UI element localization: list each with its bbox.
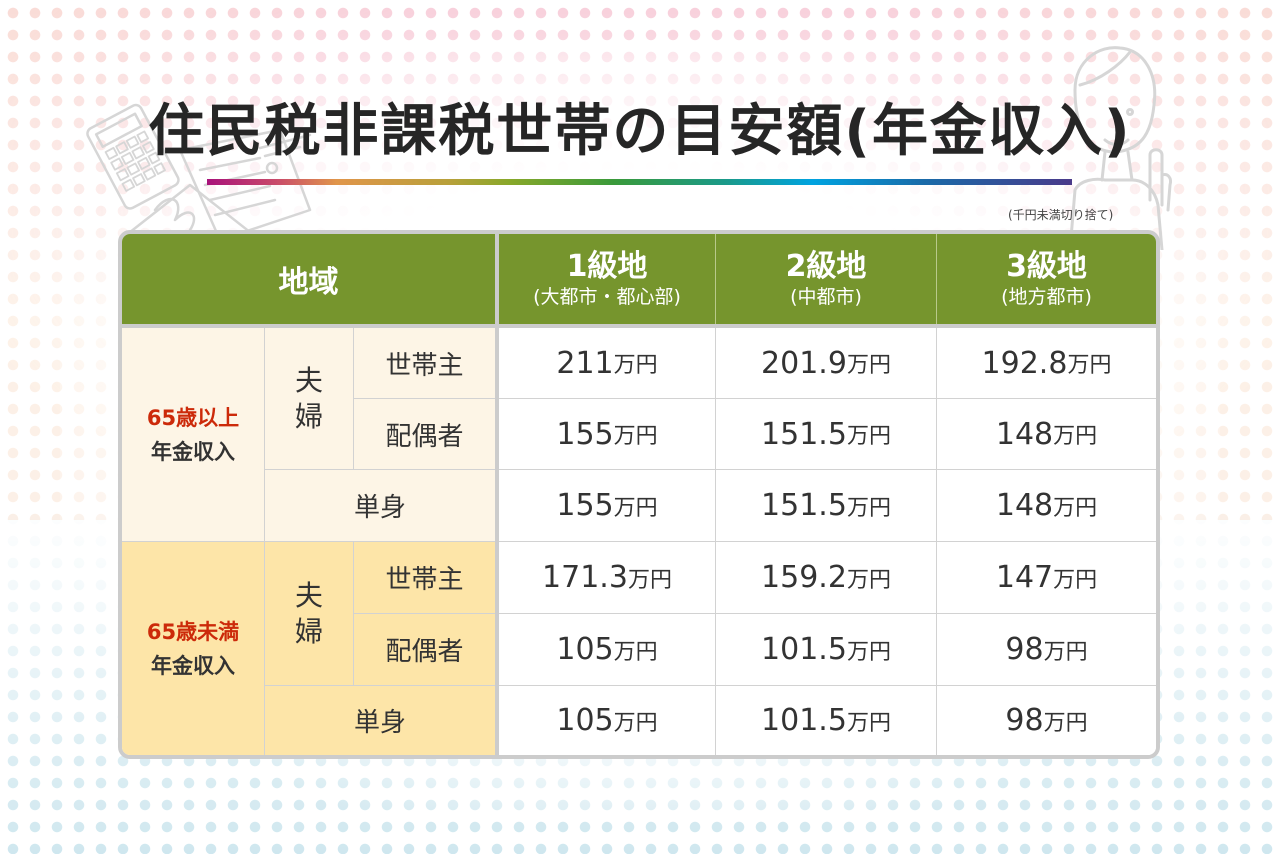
age-label: 65歳以上 [146,405,240,430]
value-unit: 万円 [613,495,658,521]
value-unit: 万円 [846,353,891,378]
value-cell: 201.9 万円 [715,328,936,398]
value-number: 151.5 [761,416,847,452]
value-cell: 159.2 万円 [715,541,936,613]
age-label: 65歳未満 [146,619,240,644]
value-unit: 万円 [1043,710,1088,736]
value-cell: 105 万円 [499,613,715,685]
couple-label: 夫 婦 [264,328,353,469]
row-label-single: 単身 [264,469,495,541]
value-unit: 万円 [627,567,672,593]
value-number: 98 [1005,703,1044,738]
group-65-plus-label: 65歳以上 年金収入 [122,328,264,541]
value-number: 105 [556,632,614,667]
value-cell: 101.5 万円 [715,613,936,685]
grade-3-sublabel: (地方都市) [1001,286,1092,308]
value-cell: 98 万円 [936,613,1156,685]
value-unit: 万円 [613,710,658,736]
row-label-spouse: 配偶者 [353,613,495,685]
title-underline-gradient [207,179,1072,185]
couple-label-char-2: 婦 [294,614,323,648]
header-region: 地域 [122,234,495,324]
value-number: 148 [995,488,1054,523]
value-cell: 192.8 万円 [936,328,1156,398]
rounding-note: (千円未満切り捨て) [1008,208,1114,222]
value-number: 101.5 [761,703,847,738]
couple-label-char-1: 夫 [294,578,323,612]
grade-1-sublabel: (大都市・都心部) [533,286,681,308]
value-cell: 211 万円 [499,328,715,398]
value-unit: 万円 [613,353,658,378]
header-grade-3: 3級地 (地方都市) [936,234,1156,324]
value-number: 159.2 [761,560,847,595]
income-type-label: 年金収入 [151,653,235,678]
value-unit: 万円 [846,710,891,736]
value-cell: 148 万円 [936,469,1156,541]
row-label-single: 単身 [264,685,495,755]
value-unit: 万円 [1053,424,1098,449]
value-cell: 151.5 万円 [715,469,936,541]
value-unit: 万円 [1053,567,1098,593]
row-label-head-of-household: 世帯主 [353,541,495,613]
grade-2-label: 2級地 [785,249,867,284]
value-unit: 万円 [846,495,891,521]
header-divider [122,324,1156,328]
value-unit: 万円 [1043,639,1088,665]
value-cell: 148 万円 [936,398,1156,469]
couple-label-char-1: 夫 [294,363,323,397]
value-unit: 万円 [1053,495,1098,521]
value-cell: 155 万円 [499,469,715,541]
grade-2-sublabel: (中都市) [790,286,862,308]
value-number: 98 [1005,632,1044,667]
value-number: 101.5 [761,632,847,667]
header-region-label: 地域 [278,265,339,300]
income-threshold-table: 地域 1級地 (大都市・都心部) 2級地 (中都市) 3級地 (地方都市) 65… [118,230,1160,759]
value-cell: 101.5 万円 [715,685,936,755]
row-label-spouse: 配偶者 [353,398,495,469]
value-number: 155 [556,488,614,523]
header-grade-1: 1級地 (大都市・都心部) [499,234,715,324]
row-label-head-of-household: 世帯主 [353,328,495,398]
income-type-label: 年金収入 [151,439,235,464]
value-unit: 万円 [846,567,891,593]
value-number: 155 [556,416,614,452]
couple-label: 夫 婦 [264,541,353,685]
value-unit: 万円 [1067,353,1112,378]
value-cell: 151.5 万円 [715,398,936,469]
value-cell: 155 万円 [499,398,715,469]
person-pointing-icon [1068,46,1172,250]
value-number: 151.5 [761,488,847,523]
value-unit: 万円 [846,424,891,449]
column-divider [495,234,499,755]
value-cell: 105 万円 [499,685,715,755]
value-number: 148 [995,416,1054,452]
value-number: 211 [556,345,614,381]
couple-label-char-2: 婦 [294,399,323,433]
group-under-65-label: 65歳未満 年金収入 [122,541,264,755]
value-number: 201.9 [761,345,847,381]
value-unit: 万円 [613,424,658,449]
value-number: 147 [995,560,1054,595]
value-cell: 98 万円 [936,685,1156,755]
value-unit: 万円 [846,639,891,665]
value-number: 192.8 [981,345,1068,381]
header-grade-2: 2級地 (中都市) [715,234,936,324]
value-unit: 万円 [613,639,658,665]
value-number: 171.3 [542,560,628,595]
grade-1-label: 1級地 [566,249,648,284]
grade-3-label: 3級地 [1006,249,1087,284]
value-number: 105 [556,703,614,738]
value-cell: 147 万円 [936,541,1156,613]
page-title: 住民税非課税世帯の目安額(年金収入) [148,99,1132,164]
value-cell: 171.3 万円 [499,541,715,613]
